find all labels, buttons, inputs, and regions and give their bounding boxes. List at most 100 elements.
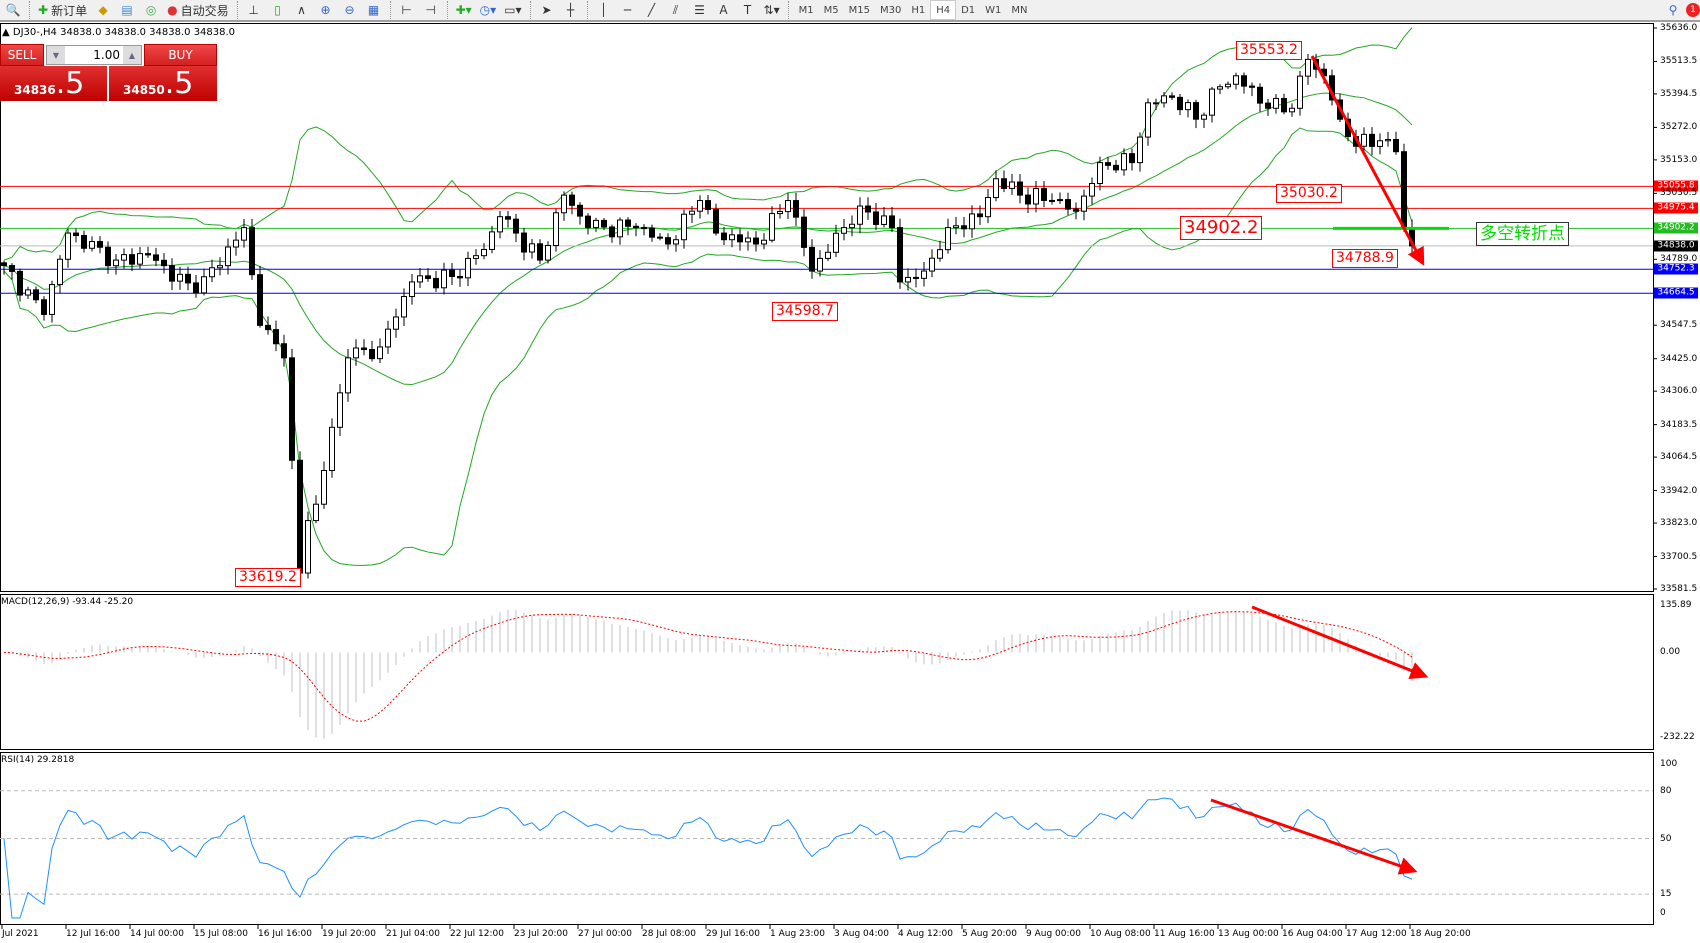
cursor-icon[interactable]: ➤ (541, 3, 552, 17)
timeframe-mn[interactable]: MN (1011, 4, 1028, 16)
candle (697, 200, 703, 212)
trendline-icon[interactable]: ╱ (647, 3, 656, 17)
candle (505, 216, 511, 220)
candle (785, 200, 791, 213)
timeframe-h4[interactable]: H4 (930, 0, 957, 20)
level-price-tag: 34838.0 (1654, 240, 1698, 252)
new-order-button[interactable]: ✚ 新订单 (35, 0, 90, 20)
timeframe-w1[interactable]: W1 (985, 4, 1002, 16)
lot-increase-icon[interactable]: ▲ (123, 46, 141, 64)
y-tick-label: 33700.5 (1660, 551, 1698, 562)
candle (153, 254, 159, 261)
price-annotation: 33619.2 (235, 568, 301, 587)
buy-button[interactable]: BUY (144, 44, 217, 66)
timeframe-m15[interactable]: M15 (848, 4, 870, 16)
channel-icon[interactable]: ⫽ (672, 2, 679, 17)
candle (161, 259, 167, 267)
candle (9, 265, 15, 272)
candle (721, 232, 727, 241)
candle (129, 254, 135, 265)
candle (897, 227, 903, 283)
search-icon[interactable]: 🔍 (5, 3, 21, 17)
timeframe-m5[interactable]: M5 (823, 4, 839, 16)
candle (377, 346, 383, 360)
candle (57, 258, 63, 286)
auto-trading-button[interactable]: ● 自动交易 (164, 0, 232, 20)
candle (177, 273, 183, 282)
candle (1121, 153, 1127, 171)
timeframe-m1[interactable]: M1 (798, 4, 814, 16)
sell-button[interactable]: SELL (0, 44, 44, 66)
text-icon[interactable]: A (719, 3, 728, 17)
crosshair-icon[interactable]: ┼ (566, 3, 575, 17)
y-tick-label: 35153.0 (1660, 154, 1698, 165)
timeframe-d1[interactable]: D1 (961, 4, 976, 16)
autoscroll-icon[interactable]: ⊣ (425, 3, 436, 17)
timeframe-m30[interactable]: M30 (879, 4, 902, 16)
candle (1097, 162, 1103, 185)
candle (1217, 86, 1223, 90)
y-tick-label: 34183.5 (1660, 419, 1698, 430)
candle (1201, 114, 1207, 120)
candlestick-icon[interactable]: ▯ (274, 3, 281, 17)
lot-size-input[interactable]: 1.00 (93, 48, 120, 62)
templates-icon[interactable]: ▭▾ (504, 3, 522, 17)
price-trend-arrow (1310, 55, 1425, 266)
candle (49, 284, 55, 315)
level-price-tag: 34975.4 (1654, 202, 1698, 214)
bar-chart-icon[interactable]: ⊥ (248, 3, 259, 17)
zoom-in-icon[interactable]: ⊕ (320, 3, 331, 17)
candle (569, 194, 575, 206)
lot-size-stepper[interactable]: ▼ 1.00 ▲ (46, 45, 142, 65)
rsi-trend-arrow (1210, 798, 1418, 875)
candle (1353, 136, 1359, 147)
chart-header: ▲ DJ30-,H4 34838.0 34838.0 34838.0 34838… (2, 27, 236, 38)
candle (1129, 153, 1135, 164)
candle (249, 227, 255, 276)
arrows-icon[interactable]: ⇅▾ (763, 3, 780, 17)
sell-price[interactable]: 34836.5 (0, 66, 107, 101)
folder-icon[interactable]: ◆ (98, 3, 108, 17)
zoom-out-icon[interactable]: ⊖ (344, 3, 355, 17)
candle (337, 392, 343, 428)
auto-trading-icon: ● (167, 3, 178, 17)
chart-shift-icon[interactable]: ⊢ (401, 3, 412, 17)
indicators-icon[interactable]: ✚▾ (455, 3, 472, 17)
notification-badge[interactable]: 1 (1686, 3, 1700, 17)
candle (1257, 86, 1263, 104)
candle (489, 231, 495, 250)
candle (257, 274, 263, 326)
candle (713, 208, 719, 234)
horizontal-line-icon[interactable]: ─ (623, 3, 632, 17)
level-price-tag: 34902.2 (1654, 222, 1698, 234)
timeframe-h1[interactable]: H1 (911, 4, 926, 16)
buy-price-big: .5 (164, 66, 194, 101)
candle (1385, 138, 1391, 142)
candle (577, 204, 583, 217)
candle (369, 349, 375, 360)
candle (529, 243, 535, 253)
buy-price[interactable]: 34850.5 (109, 66, 217, 101)
candle (17, 270, 23, 296)
periods-icon[interactable]: ◷▾ (479, 3, 497, 17)
candle (113, 259, 119, 267)
candle (825, 251, 831, 259)
x-tick-label: 15 Jul 08:00 (194, 929, 248, 939)
candle (385, 328, 391, 348)
price-annotation: 35553.2 (1236, 41, 1302, 60)
signal-icon[interactable]: ◎ (145, 3, 157, 17)
fibonacci-icon[interactable]: ☰ (694, 3, 705, 17)
candle (1281, 97, 1287, 113)
candle (553, 212, 559, 247)
tile-windows-icon[interactable]: ▦ (367, 3, 380, 17)
candle (1377, 140, 1383, 147)
search-icon-right[interactable]: ⚲ (1668, 3, 1678, 17)
vertical-line-icon[interactable]: │ (599, 3, 608, 17)
candle (657, 236, 663, 239)
server-icon[interactable]: ▤ (121, 3, 133, 17)
line-chart-icon[interactable]: ∧ (297, 3, 306, 17)
lot-decrease-icon[interactable]: ▼ (47, 46, 65, 64)
candle (977, 213, 983, 218)
text-label-icon[interactable]: T (743, 3, 752, 17)
